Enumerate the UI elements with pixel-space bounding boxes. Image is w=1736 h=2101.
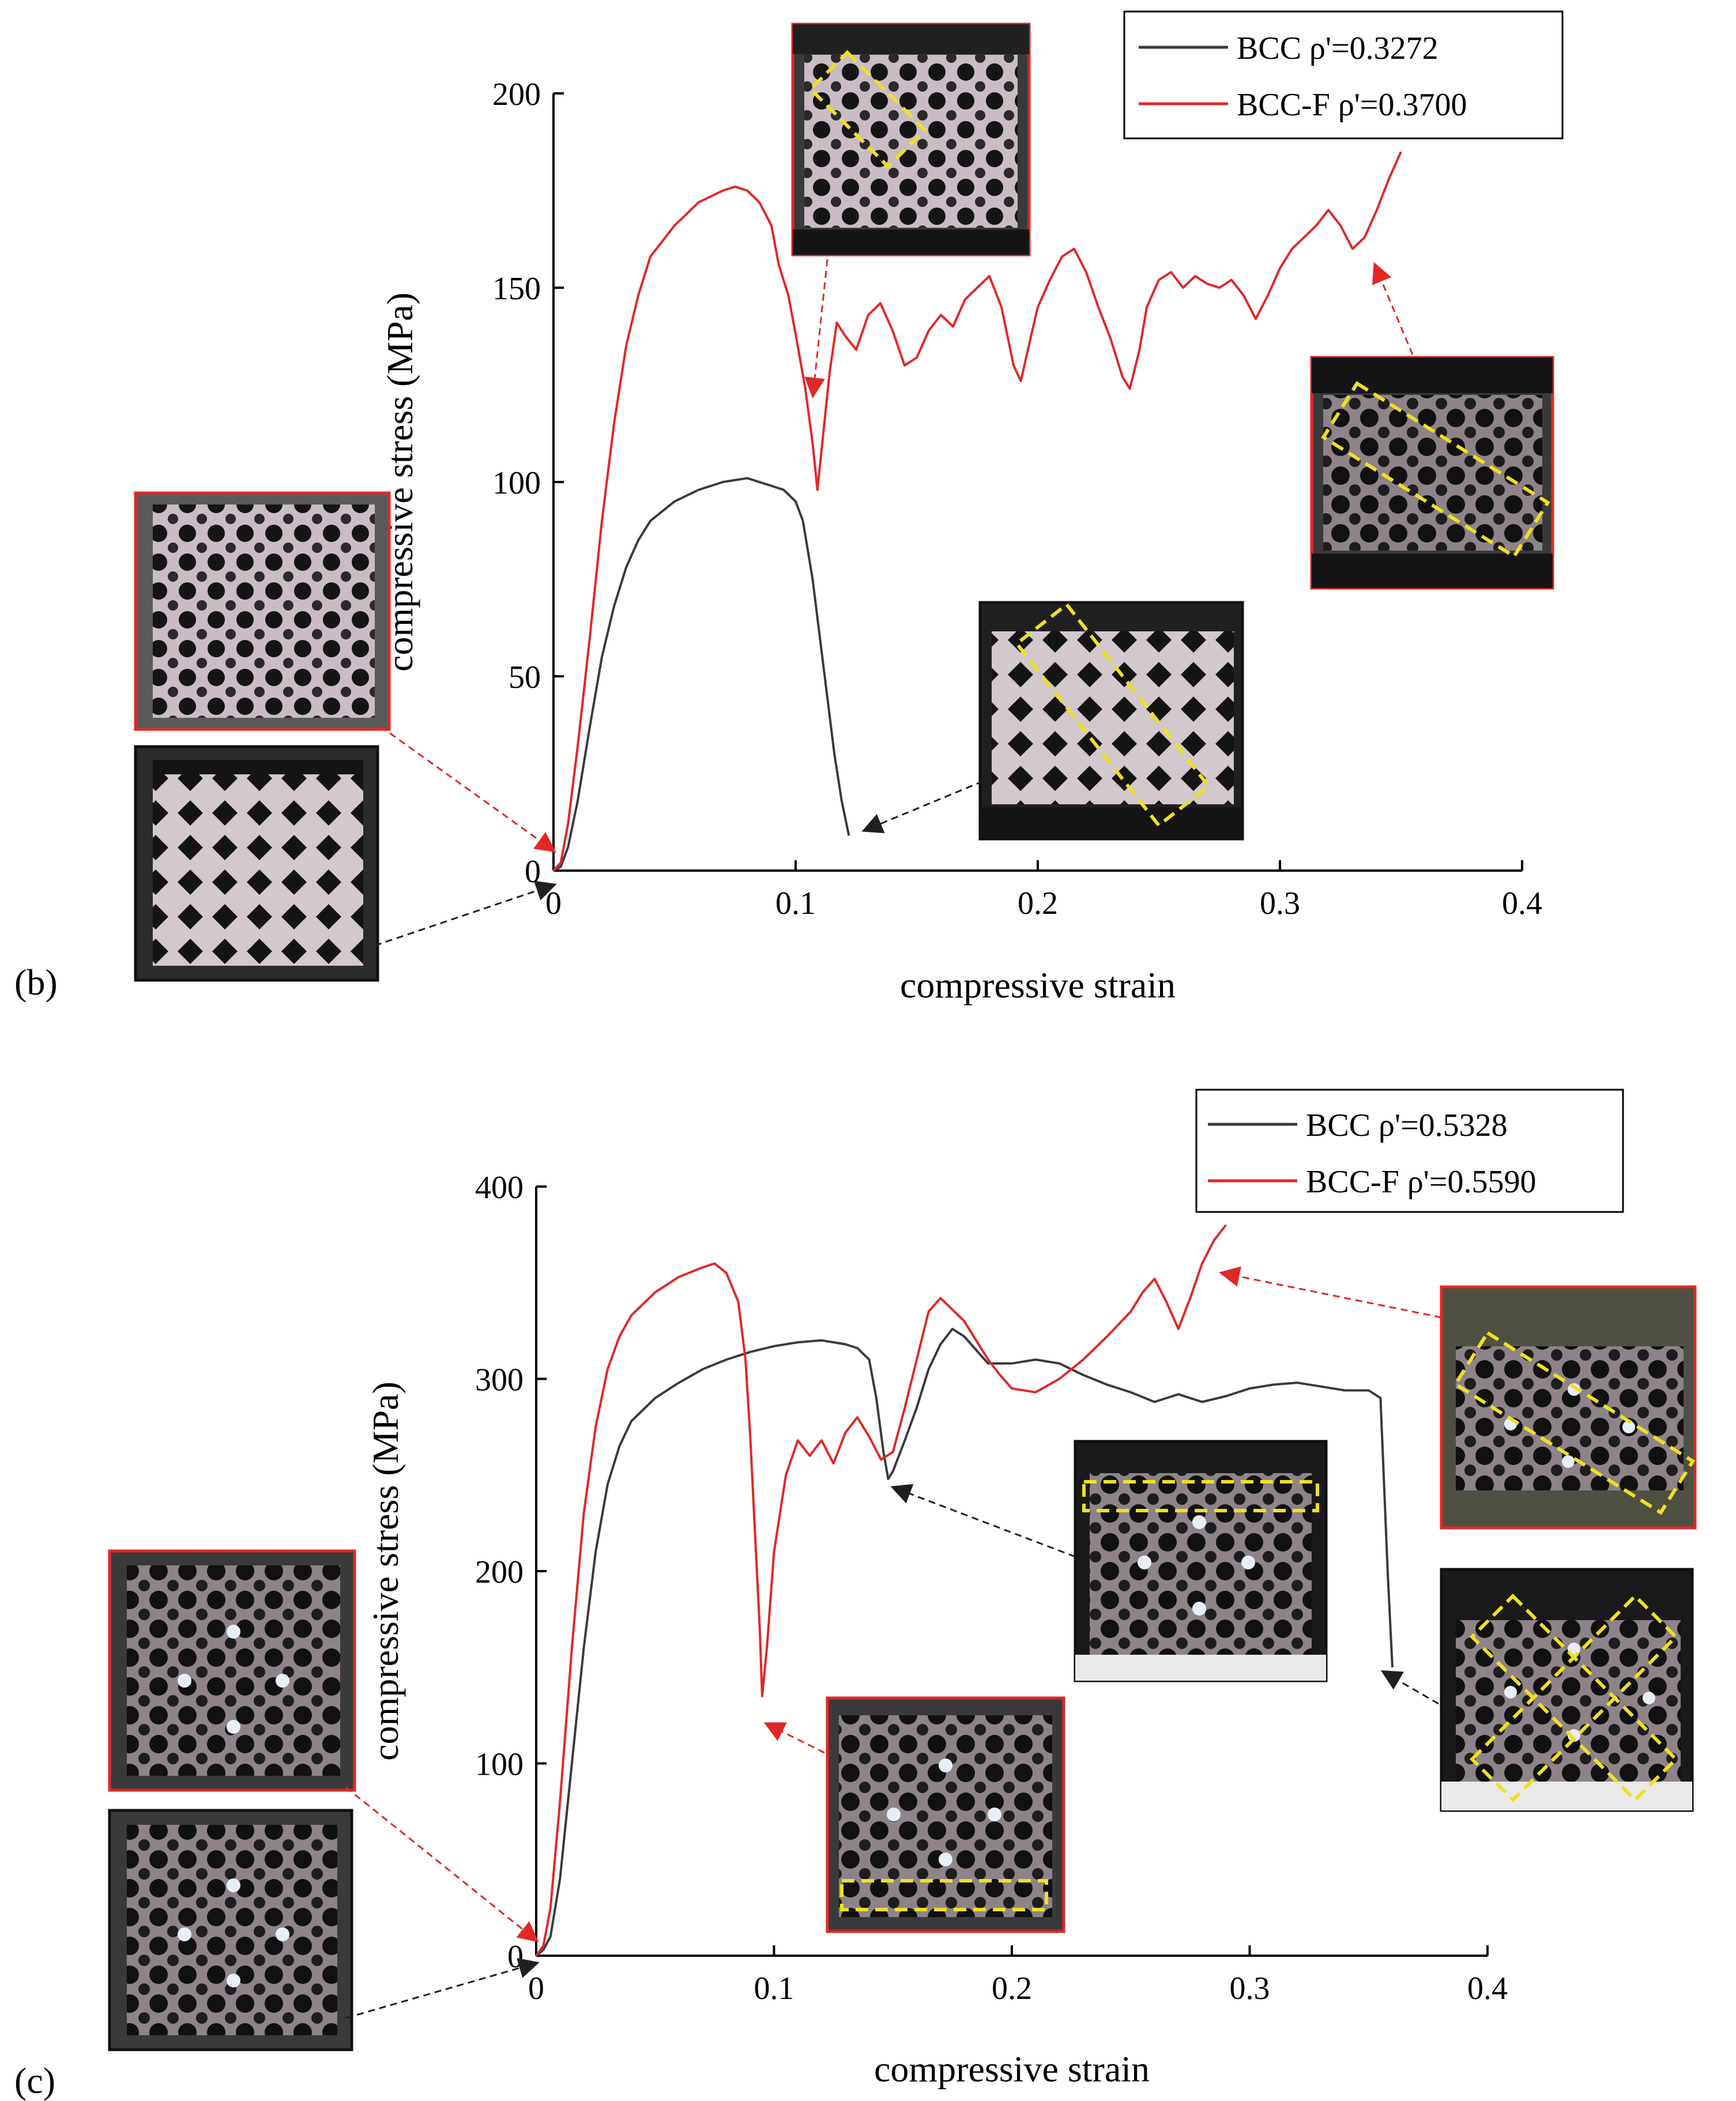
- panel-c-y-axis-label: compressive stress (MPa): [365, 1381, 406, 1761]
- panel-c-x-tick-label: 0.2: [992, 1971, 1032, 2006]
- panel-c-highlight-box-cross-2: [1469, 1593, 1679, 1803]
- panel-b-x-tick-label: 0.1: [775, 886, 816, 921]
- panel-b-arrow-initial-bccf: [380, 725, 556, 853]
- panel-c-y-tick-label: 300: [475, 1362, 524, 1398]
- panel-c-x-tick-label: 0.1: [754, 1971, 794, 2006]
- panel-b-y-tick-label: 0: [525, 854, 541, 890]
- panel-b-arrow-bcc-failure: [861, 780, 984, 834]
- panel-b-arrow-initial-bcc: [374, 880, 557, 947]
- panel-c-legend: BCC ρ'=0.5328 BCC-F ρ'=0.5590: [1195, 1089, 1624, 1213]
- panel-c-highlight-box-cross-1: [1469, 1593, 1679, 1803]
- panel-b-x-tick-label: 0.4: [1502, 886, 1542, 921]
- panel-c-inset-bcc-densification: [1074, 1440, 1328, 1682]
- panel-b-legend: BCC ρ'=0.3272 BCC-F ρ'=0.3700: [1123, 10, 1564, 140]
- panel-b-x-tick-label: 0: [545, 886, 562, 921]
- panel-c-arrow-initial-bcc: [345, 1958, 540, 2019]
- panel-b-y-tick-label: 200: [492, 77, 541, 112]
- panel-b-x-tick-label: 0.2: [1018, 886, 1058, 921]
- panel-c-highlight-box-bottom: [840, 1879, 1048, 1911]
- panel-b-series-bcc-line: [553, 477, 850, 872]
- panel-b-legend-label-bccf: BCC-F ρ'=0.3700: [1237, 87, 1467, 123]
- panel-c-inset-initial-bccf: [108, 1549, 356, 1792]
- panel-b-highlight-box-right: [1321, 381, 1550, 559]
- panel-c-arrow-bcc-final: [1380, 1670, 1439, 1705]
- panel-b-y-tick-label: 100: [492, 465, 541, 501]
- panel-c-x-tick-label: 0.3: [1230, 1971, 1270, 2006]
- panel-c-inset-initial-bcc: [108, 1809, 353, 2051]
- panel-b-highlight-box-bcc: [1014, 602, 1211, 828]
- panel-c-series-bccf-line: [535, 1224, 1227, 1957]
- panel-b-legend-label-bcc: BCC ρ'=0.3272: [1237, 31, 1438, 66]
- panel-c-arrow-bcc-dip: [890, 1483, 1076, 1558]
- panel-b-highlight-box-top: [808, 50, 928, 170]
- panel-c-legend-label-bcc: BCC ρ'=0.5328: [1306, 1108, 1508, 1143]
- panel-b-inset-bccf-first-drop: [791, 22, 1031, 257]
- panel-b-x-axis-label: compressive strain: [900, 965, 1176, 1006]
- panel-b-series-bccf-line: [552, 151, 1402, 872]
- panel-b-arrow-bccf-final: [1372, 262, 1414, 355]
- panel-b-y-tick-label: 150: [492, 271, 541, 307]
- panel-c-x-axis-label: compressive strain: [874, 2049, 1150, 2089]
- panel-c-x-tick-label: 0: [528, 1971, 544, 2006]
- panel-b-inset-bccf-final: [1310, 356, 1554, 590]
- panel-c-arrow-bccf-drop: [763, 1722, 825, 1754]
- panel-c-legend-label-bccf: BCC-F ρ'=0.5590: [1306, 1164, 1536, 1200]
- panel-c-arrow-initial-bccf: [345, 1786, 539, 1942]
- panel-c-inset-bccf-final: [1440, 1285, 1697, 1530]
- panel-b-inset-bcc-failure: [978, 601, 1244, 841]
- panel-c-y-tick-label: 200: [475, 1554, 524, 1590]
- panel-c-highlight-box-right: [1453, 1330, 1696, 1515]
- panel-c-inset-bcc-final: [1440, 1568, 1694, 1812]
- panel-c-inset-bccf-first-drop: [826, 1696, 1065, 1933]
- panel-c-highlight-box-top: [1082, 1480, 1319, 1512]
- panel-c-series-bcc-line: [535, 1327, 1394, 1957]
- panel-c-label: (c): [14, 2060, 55, 2101]
- panel-c-x-tick-label: 0.4: [1467, 1971, 1508, 2006]
- panel-c-y-tick-label: 100: [475, 1747, 524, 1783]
- panel-b-label: (b): [14, 962, 58, 1003]
- panel-b-y-tick-label: 50: [509, 660, 541, 695]
- panel-c-arrow-bccf-final: [1219, 1266, 1442, 1319]
- panel-b-x-tick-label: 0.3: [1260, 886, 1300, 921]
- panel-b-inset-initial-bccf: [134, 491, 391, 731]
- panel-b: 0 0.1 0.2 0.3 0.4 0 50 100 150 200 compressive st…: [14, 10, 1564, 1006]
- panel-b-inset-initial-bcc: [134, 745, 379, 982]
- panel-c-y-tick-label: 400: [475, 1170, 524, 1206]
- panel-b-arrow-bccf-drop: [804, 259, 829, 398]
